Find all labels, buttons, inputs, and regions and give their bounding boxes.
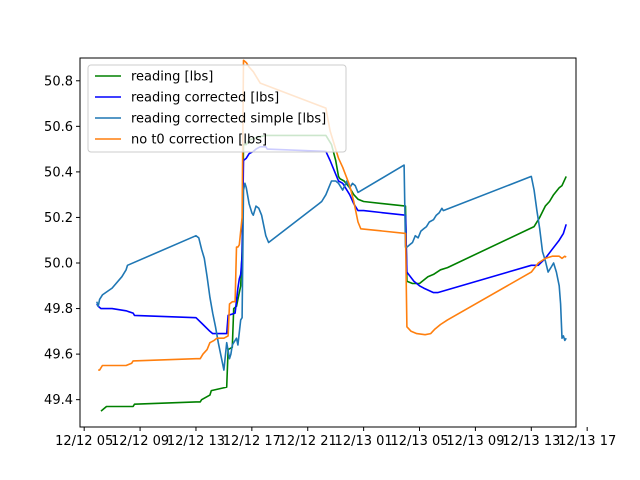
series-line-3 bbox=[96, 164, 567, 371]
legend-label: reading corrected simple [lbs] bbox=[131, 112, 326, 127]
x-tick-label: 12/12 13 bbox=[167, 434, 225, 449]
x-tick-label: 12/12 21 bbox=[279, 434, 337, 449]
x-tick-label: 12/13 01 bbox=[335, 434, 393, 449]
x-tick-label: 12/13 09 bbox=[446, 434, 504, 449]
y-tick-label: 49.4 bbox=[44, 393, 73, 408]
plot-frame bbox=[79, 57, 577, 428]
x-tick-label: 12/13 13 bbox=[502, 434, 560, 449]
x-tick-label: 12/12 05 bbox=[55, 434, 113, 449]
y-tick-label: 50.2 bbox=[44, 211, 73, 226]
y-tick-label: 50.4 bbox=[44, 165, 73, 180]
y-tick-label: 50.8 bbox=[44, 74, 73, 89]
legend-label: reading corrected [lbs] bbox=[131, 91, 279, 106]
x-tick-label: 12/13 05 bbox=[390, 434, 448, 449]
x-tick-label: 12/12 17 bbox=[223, 434, 281, 449]
y-tick-label: 50.6 bbox=[44, 120, 73, 135]
y-tick-label: 49.6 bbox=[44, 348, 73, 363]
legend: reading [lbs] reading corrected [lbs] read… bbox=[87, 64, 347, 153]
x-tick-label: 12/12 09 bbox=[111, 434, 169, 449]
legend-box bbox=[87, 64, 347, 153]
y-tick-label: 49.8 bbox=[44, 302, 73, 317]
y-tick-label: 50.0 bbox=[44, 257, 73, 272]
y-axis: 49.4 49.6 49.8 50.0 50.2 50.4 50.6 50.8 bbox=[44, 74, 80, 408]
x-tick-label: 12/13 17 bbox=[558, 434, 616, 449]
legend-label: no t0 correction [lbs] bbox=[131, 133, 267, 148]
legend-label: reading [lbs] bbox=[131, 70, 213, 85]
